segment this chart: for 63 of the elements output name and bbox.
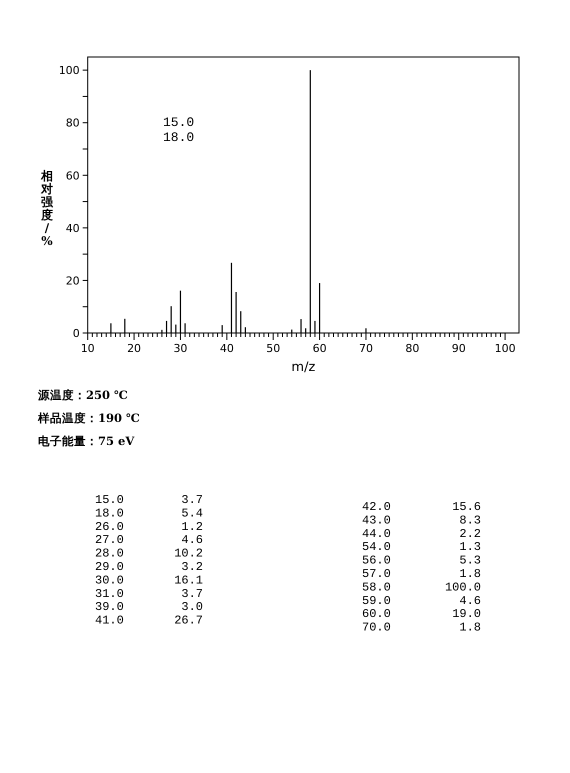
text: 8.3 [459,513,481,528]
x-tick-label: 40 [220,342,234,355]
text: 1.3 [459,540,481,554]
text: 28.0 [95,546,124,561]
text: 58.0 [362,580,391,594]
text: 1.8 [459,567,481,581]
text: 16.1 [174,573,203,588]
text: 电子能量：75 eV [38,434,136,448]
text: 3.0 [181,600,203,614]
text: 4.6 [459,594,481,608]
text: 15.0 [95,493,124,507]
x-tick-label: 100 [494,342,516,355]
y-tick-label: 20 [66,274,80,288]
x-tick-label: 80 [405,342,420,355]
text: 2.2 [459,526,481,541]
text: 源温度：250 ℃ [37,388,128,402]
y-tick-label: 100 [58,64,80,78]
y-tick-label: 0 [72,327,80,340]
text: 57.0 [362,567,391,581]
x-tick-label: 60 [312,342,327,355]
text: 1.8 [459,620,481,635]
text: 15.6 [452,500,481,514]
text: 42.0 [362,500,391,514]
text: 5.3 [459,554,481,568]
text: 54.0 [362,540,391,554]
text: 60.0 [362,607,391,622]
text: 26.0 [95,520,124,534]
text: 3.7 [181,493,203,507]
x-tick-label: 30 [173,342,188,355]
y-tick-label: 80 [66,116,80,130]
text: 5.4 [181,506,203,520]
text: 26.7 [174,614,203,628]
x-tick-label: 20 [127,342,142,355]
x-axis-title: m/z [291,360,316,375]
text: 29.0 [95,560,124,574]
text: 39.0 [95,600,124,614]
text: 18.0 [95,506,124,520]
text: 样品温度：190 ℃ [37,411,140,425]
x-tick-label: 50 [266,342,280,355]
text: 56.0 [362,554,391,568]
text: 4.6 [181,533,203,548]
text: 44.0 [362,526,391,541]
annotation: 18.0 [163,130,194,145]
text: 3.7 [181,586,203,601]
text: 59.0 [362,594,391,608]
y-axis-title: 相对强度/% [40,169,54,248]
x-tick-label: 10 [80,342,95,355]
text: 31.0 [95,586,124,601]
text: 10.2 [174,546,203,561]
x-tick-label: 90 [452,342,466,355]
annotation: 15.0 [163,115,194,130]
y-tick-label: 40 [66,222,80,235]
text: 3.2 [181,560,203,574]
text: 19.0 [452,607,481,622]
text: 41.0 [95,614,124,628]
y-tick-label: 60 [66,169,80,182]
text: 27.0 [95,533,124,548]
text: 30.0 [95,573,124,588]
text: 70.0 [362,620,391,635]
x-tick-label: 70 [358,342,373,355]
text: 100.0 [444,580,481,594]
text: 43.0 [362,513,391,528]
text: 1.2 [181,520,203,534]
